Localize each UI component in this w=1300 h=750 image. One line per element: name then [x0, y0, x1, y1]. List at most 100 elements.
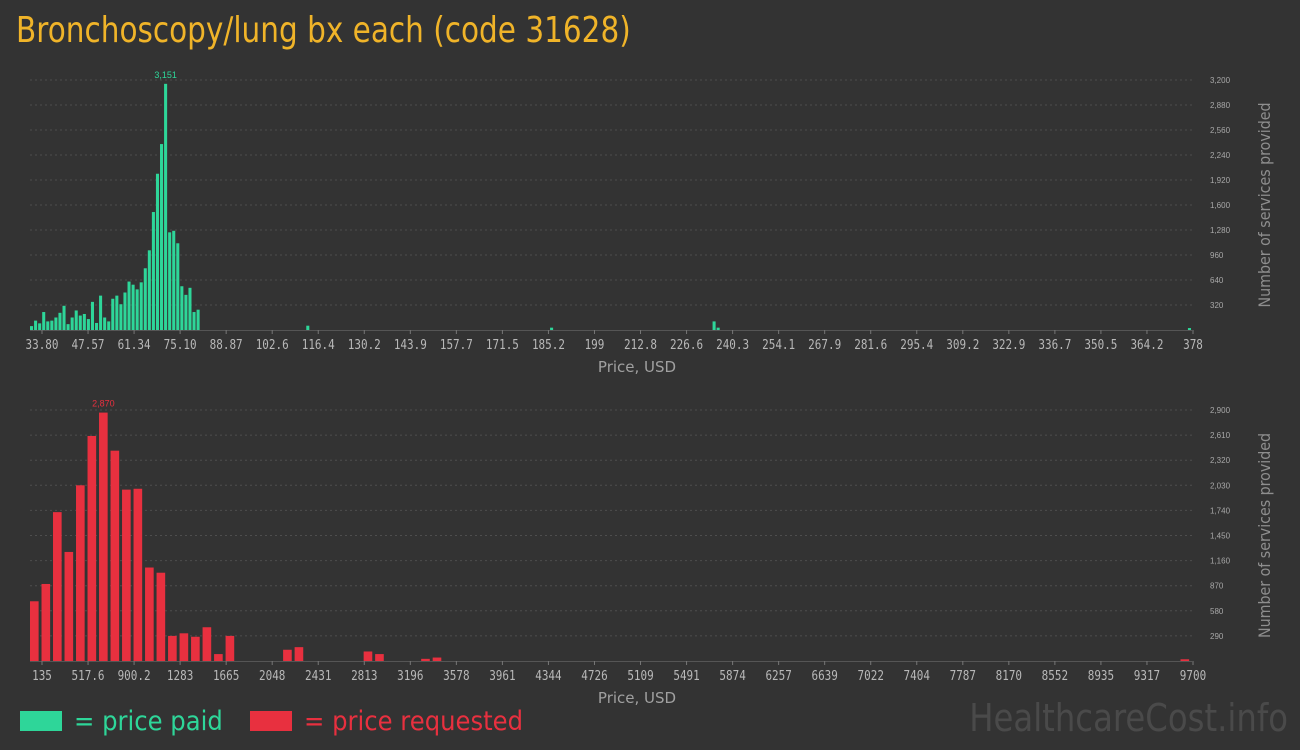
histogram-bar [1187, 328, 1191, 330]
histogram-bar [225, 635, 235, 661]
x-tick-label: 8552 [1042, 669, 1068, 684]
x-tick-label: 6639 [811, 669, 837, 684]
histogram-bar [30, 601, 39, 661]
histogram-bar [421, 658, 430, 661]
x-tick-label: 1665 [213, 669, 239, 684]
x-tick-label: 3578 [443, 669, 469, 684]
y-tick-label: 3,200 [1210, 76, 1231, 85]
y-tick-label: 1,160 [1210, 557, 1231, 566]
x-tick-label: 226.6 [670, 338, 703, 353]
histogram-bar [64, 551, 74, 661]
x-tick-label: 8935 [1088, 669, 1114, 684]
histogram-bar [46, 321, 50, 330]
x-tick-label: 4726 [581, 669, 607, 684]
histogram-bar [168, 232, 172, 330]
y-tick-label: 640 [1210, 276, 1224, 285]
x-tick-label: 5874 [719, 669, 746, 684]
histogram-bar [143, 268, 147, 330]
y-tick-label: 870 [1210, 582, 1224, 591]
histogram-bar [99, 295, 103, 330]
x-tick-label: 517.6 [72, 669, 105, 684]
y-tick-label: 1,450 [1210, 532, 1231, 541]
histogram-bar [147, 250, 151, 330]
x-tick-label: 116.4 [302, 338, 335, 353]
x-tick-label: 322.9 [992, 338, 1025, 353]
x-axis-label: Price, USD [598, 689, 676, 707]
y-tick-label: 2,240 [1210, 151, 1231, 160]
histogram-bar [184, 294, 188, 330]
x-tick-label: 4344 [535, 669, 562, 684]
y-axis-label: Number of services provided [1255, 433, 1274, 638]
x-tick-label: 240.3 [716, 338, 749, 353]
histogram-bar [119, 304, 123, 330]
y-tick-label: 290 [1210, 632, 1224, 641]
y-tick-label: 2,030 [1210, 481, 1231, 490]
x-tick-label: 9317 [1134, 669, 1160, 684]
y-tick-label: 2,610 [1210, 431, 1231, 440]
histogram-bar [58, 312, 62, 330]
x-tick-label: 9700 [1180, 669, 1206, 684]
x-tick-label: 7404 [904, 669, 931, 684]
x-tick-label: 281.6 [854, 338, 887, 353]
peak-value-label: 3,151 [154, 70, 177, 80]
x-tick-label: 5109 [627, 669, 653, 684]
legend-price-paid: = price paid [20, 703, 239, 739]
x-tick-label: 157.7 [440, 338, 473, 353]
histogram-bar [122, 489, 131, 661]
histogram-bar [86, 319, 90, 330]
peak-value-label: 2,870 [92, 399, 115, 409]
x-tick-label: 8170 [996, 669, 1022, 684]
histogram-bar [70, 317, 74, 330]
y-tick-label: 2,900 [1210, 406, 1231, 415]
y-tick-label: 2,560 [1210, 126, 1231, 135]
histogram-bar [53, 512, 62, 661]
histogram-bar [62, 305, 66, 330]
x-tick-label: 3196 [397, 669, 423, 684]
histogram-bar [34, 320, 38, 330]
legend-paid-label: = price paid [74, 705, 223, 737]
histogram-bar [160, 144, 164, 330]
histogram-bar [110, 450, 120, 661]
price-requested-histogram: 290 580 870 1,160 1,450 1,740 2,030 2,320 2,610 2… [30, 399, 1274, 707]
price-paid-histogram: 320 640 960 1,280 1,600 1,920 2,240 2,560 2,880 3… [26, 70, 1275, 376]
x-tick-label: 900.2 [118, 669, 151, 684]
histogram-bar [202, 627, 212, 661]
histogram-bar [103, 317, 107, 330]
histogram-bar [66, 324, 70, 330]
x-tick-label: 102.6 [256, 338, 289, 353]
histogram-bar [151, 212, 155, 330]
histogram-bar [172, 230, 176, 330]
legend-paid-swatch [20, 711, 62, 731]
chart-title: Bronchoscopy/lung bx each (code 31628) [16, 10, 631, 51]
y-tick-label: 1,280 [1210, 226, 1231, 235]
y-tick-label: 2,320 [1210, 456, 1231, 465]
histogram-bar [78, 315, 82, 330]
x-tick-label: 135 [32, 669, 52, 684]
site-watermark: HealthcareCost.info [969, 696, 1288, 740]
x-tick-label: 309.2 [946, 338, 979, 353]
histogram-bar [156, 572, 166, 661]
histogram-bar [41, 583, 51, 661]
x-tick-label: 350.5 [1084, 338, 1117, 353]
histogram-bar [179, 633, 189, 661]
x-tick-label: 3961 [489, 669, 515, 684]
histogram-bar [111, 298, 115, 330]
y-tick-label: 320 [1210, 301, 1224, 310]
y-tick-label: 960 [1210, 251, 1224, 260]
histogram-bar [180, 286, 184, 330]
histogram-bar [283, 649, 292, 661]
x-tick-label: 254.1 [762, 338, 795, 353]
histogram-bar [82, 313, 86, 330]
y-tick-label: 1,600 [1210, 201, 1231, 210]
x-tick-label: 336.7 [1038, 338, 1071, 353]
y-tick-label: 1,740 [1210, 506, 1231, 515]
histogram-bar [115, 295, 119, 330]
histogram-bar [164, 83, 168, 330]
legend-price-requested: = price requested [250, 703, 547, 739]
x-tick-label: 364.2 [1130, 338, 1163, 353]
histogram-bar [90, 301, 94, 330]
x-axis-label: Price, USD [598, 358, 676, 376]
y-tick-label: 580 [1210, 607, 1224, 616]
x-tick-label: 130.2 [348, 338, 381, 353]
x-tick-label: 33.80 [26, 338, 59, 353]
